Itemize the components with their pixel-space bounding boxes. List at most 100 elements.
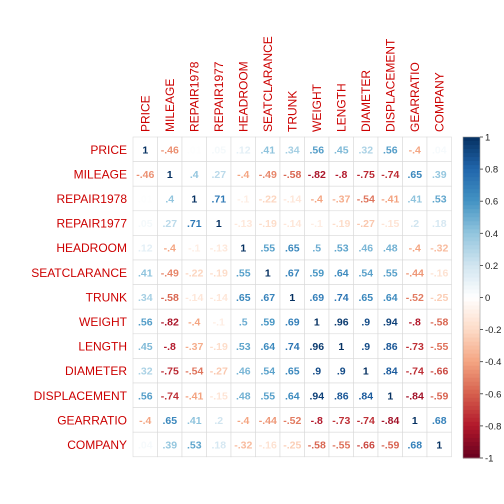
cell-value: -.55: [332, 440, 350, 452]
heatmap-cell: [230, 358, 256, 384]
cell-value: .67: [285, 267, 300, 279]
colorbar-segment: [463, 221, 480, 226]
heatmap-cell: [255, 431, 281, 458]
row-label: MILEAGE: [74, 167, 127, 181]
colorbar-segment: [463, 453, 480, 459]
cell-value: .46: [358, 243, 373, 255]
colorbar-segment: [463, 345, 480, 351]
heatmap-cell: [328, 210, 354, 236]
heatmap-cell: [255, 308, 281, 335]
cell-value: -.19: [210, 267, 228, 279]
cell-value: -.19: [210, 341, 228, 353]
heatmap-cell: [132, 235, 158, 261]
heatmap-cell: [206, 210, 232, 236]
cell-value: .94: [309, 390, 324, 402]
cell-value: .45: [138, 341, 153, 353]
cell-value: .53: [236, 341, 251, 353]
row-label: COMPANY: [67, 438, 127, 452]
cell-value: .56: [309, 144, 324, 156]
cell-value: -.58: [308, 440, 326, 452]
colorbar-segment: [463, 201, 480, 206]
cell-value: -.58: [430, 317, 448, 329]
cell-value: .32: [138, 366, 153, 378]
cell-value: .64: [285, 390, 300, 402]
heatmap-cell: [426, 235, 452, 261]
cell-value: .65: [285, 243, 300, 255]
column-label: REPAIR1977: [212, 61, 226, 132]
cell-value: .64: [334, 267, 349, 279]
heatmap-cell: [132, 185, 158, 212]
colorbar-segment: [463, 361, 480, 367]
cell-value: -.59: [430, 390, 448, 402]
cell-value: .18: [211, 440, 226, 452]
cell-value: .32: [358, 144, 373, 156]
cell-value: .9: [337, 366, 346, 378]
cell-value: .05: [211, 144, 226, 156]
heatmap-cell: [230, 259, 256, 285]
heatmap-cell: [181, 161, 207, 187]
heatmap-cell: [426, 185, 452, 212]
heatmap-cell: [157, 185, 183, 212]
row-label: GEARRATIO: [57, 413, 127, 427]
cell-value: -.82: [308, 169, 326, 181]
heatmap-cell: [328, 308, 354, 335]
cell-value: -.32: [430, 243, 448, 255]
colorbar-tick-label: 1: [485, 133, 490, 144]
heatmap-cell: [304, 161, 330, 187]
cell-value: -.58: [161, 292, 179, 304]
cell-value: 1: [240, 243, 246, 255]
heatmap-cell: [230, 308, 256, 335]
cell-value: .5: [312, 243, 321, 255]
colorbar-tick-label: 0.4: [485, 229, 498, 240]
cell-value: -.66: [430, 366, 448, 378]
colorbar-tick-label: -0.6: [485, 389, 501, 400]
cell-value: -.44: [259, 415, 277, 427]
heatmap-cell: [230, 407, 256, 433]
colorbar-segment: [463, 333, 480, 339]
heatmap-cell: [279, 235, 305, 261]
cell-value: .86: [334, 390, 349, 402]
cell-value: -.14: [210, 292, 228, 304]
cell-value: -.16: [430, 267, 448, 279]
heatmap-cell: [279, 431, 305, 458]
heatmap-cell: [157, 358, 183, 384]
cell-value: -.14: [283, 218, 301, 230]
cell-value: -.75: [357, 169, 375, 181]
heatmap-cell: [279, 210, 305, 236]
heatmap-cell: [402, 136, 428, 162]
colorbar-segment: [463, 389, 480, 395]
cell-value: .41: [187, 415, 202, 427]
cell-value: -.13: [210, 243, 228, 255]
cell-value: .96: [334, 317, 349, 329]
cell-value: -.4: [164, 243, 176, 255]
row-label: SEATCLARANCE: [31, 266, 127, 280]
cell-value: -.49: [259, 169, 277, 181]
heatmap-cell: [255, 333, 281, 359]
heatmap-cell: [402, 358, 428, 384]
heatmap-cell: [402, 333, 428, 359]
cell-value: .68: [432, 415, 447, 427]
colorbar-segment: [463, 269, 480, 274]
colorbar-segment: [463, 161, 480, 166]
colorbar-segment: [463, 265, 480, 270]
cell-value: .41: [407, 194, 422, 206]
cell-value: .74: [285, 341, 300, 353]
colorbar-segment: [463, 293, 480, 298]
cell-value: 1: [191, 194, 197, 206]
heatmap-cell: [157, 407, 183, 433]
colorbar-segment: [463, 321, 480, 327]
cell-value: -.52: [406, 292, 424, 304]
cell-value: .68: [407, 440, 422, 452]
colorbar-tick-label: -0.8: [485, 421, 501, 432]
cell-value: .71: [187, 218, 202, 230]
colorbar-segment: [463, 365, 480, 371]
cell-value: .86: [383, 341, 398, 353]
colorbar-segment: [463, 421, 480, 427]
heatmap-cell: [255, 210, 281, 236]
cell-value: -.4: [237, 415, 249, 427]
heatmap-cell: [230, 161, 256, 187]
heatmap-cell: [206, 382, 232, 408]
cell-value: .2: [410, 218, 419, 230]
cell-value: .64: [260, 341, 275, 353]
heatmap-cell: [206, 284, 232, 310]
